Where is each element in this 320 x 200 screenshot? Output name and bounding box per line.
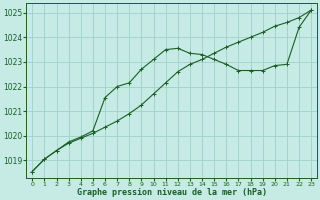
X-axis label: Graphe pression niveau de la mer (hPa): Graphe pression niveau de la mer (hPa) xyxy=(77,188,267,197)
